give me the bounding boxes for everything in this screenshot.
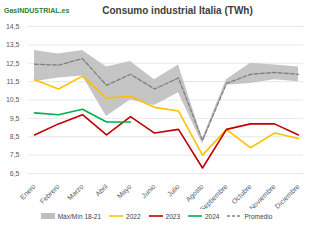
html-text:Máx/Mín 18-21: Máx/Mín 18-21 [57, 212, 102, 220]
svg-text:Febrero: Febrero [39, 183, 61, 205]
svg-text:10,5: 10,5 [6, 96, 20, 103]
svg-text:8,5: 8,5 [10, 133, 20, 140]
svg-text:Julio: Julio [166, 183, 181, 198]
svg-text:7,5: 7,5 [10, 151, 20, 158]
html-text:GasINDUSTRIAL.es: GasINDUSTRIAL.es [4, 6, 70, 14]
svg-text:13,5: 13,5 [6, 41, 20, 48]
svg-text:Marzo: Marzo [66, 183, 85, 202]
svg-text:12,5: 12,5 [6, 59, 20, 66]
svg-text:Octubre: Octubre [230, 183, 253, 206]
svg-text:11,5: 11,5 [6, 78, 19, 85]
svg-text:Abril: Abril [94, 182, 109, 197]
svg-text:6,5: 6,5 [10, 170, 20, 177]
svg-text:Enero: Enero [19, 183, 37, 201]
html-text:2022: 2022 [126, 212, 141, 220]
html-text:Consumo industrial Italia (TWh: Consumo industrial Italia (TWh) [102, 4, 253, 16]
svg-text:14,5: 14,5 [6, 23, 20, 30]
svg-text:Septiembre: Septiembre [199, 183, 230, 209]
html-text:2024: 2024 [205, 212, 220, 220]
html-text:Promedio: Promedio [244, 212, 273, 220]
svg-text:Mayo: Mayo [116, 183, 134, 201]
svg-text:Diciembre: Diciembre [274, 183, 301, 209]
html-text:2023: 2023 [165, 212, 180, 220]
svg-text:Junio: Junio [140, 183, 157, 200]
svg-text:Agosto: Agosto [184, 183, 205, 204]
svg-text:9,5: 9,5 [10, 115, 20, 122]
